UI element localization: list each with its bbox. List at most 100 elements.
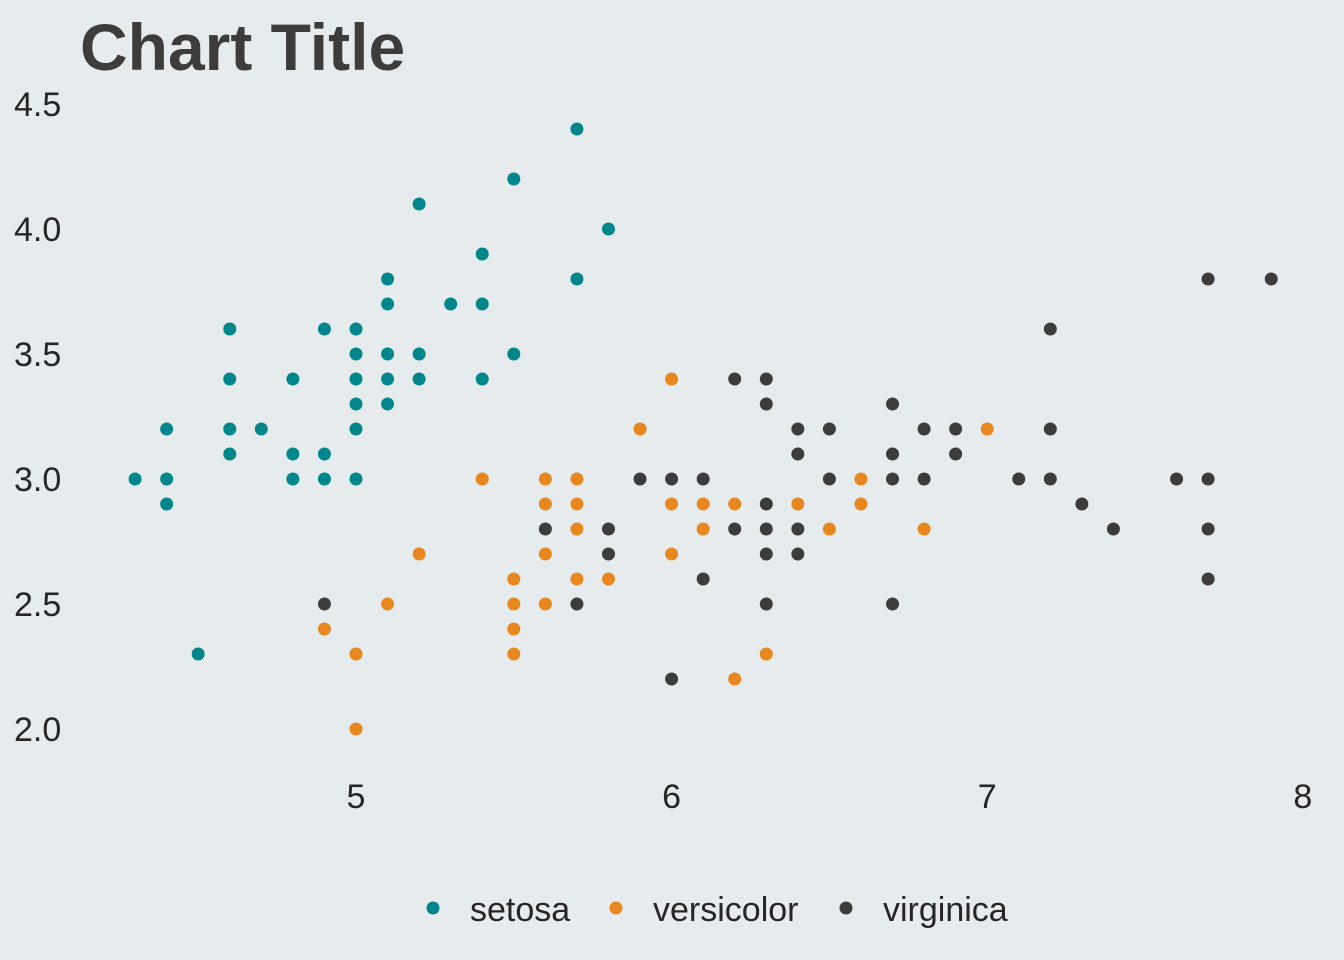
series-versicolor xyxy=(317,372,994,736)
data-point xyxy=(349,422,363,436)
data-point xyxy=(286,372,300,386)
data-point xyxy=(349,397,363,411)
data-point xyxy=(160,422,174,436)
y-tick-label: 2.5 xyxy=(14,586,61,624)
data-point xyxy=(854,472,868,486)
data-point xyxy=(759,497,773,511)
data-point xyxy=(886,397,900,411)
data-point xyxy=(570,522,584,536)
data-point xyxy=(949,447,963,461)
data-point xyxy=(570,272,584,286)
data-point xyxy=(570,597,584,611)
data-point xyxy=(854,497,868,511)
data-point xyxy=(759,547,773,561)
data-point xyxy=(665,672,679,686)
series-setosa xyxy=(128,122,615,661)
data-point xyxy=(475,472,489,486)
data-point xyxy=(381,272,395,286)
x-tick-label: 7 xyxy=(978,778,997,816)
data-point xyxy=(696,572,710,586)
data-point xyxy=(1043,322,1057,336)
data-point xyxy=(317,622,331,636)
data-point xyxy=(949,422,963,436)
data-point xyxy=(886,447,900,461)
data-point xyxy=(665,547,679,561)
legend-label-setosa: setosa xyxy=(470,891,570,929)
data-point xyxy=(507,172,521,186)
data-point xyxy=(601,572,615,586)
data-point xyxy=(349,472,363,486)
data-point xyxy=(791,422,805,436)
data-point xyxy=(822,472,836,486)
data-point xyxy=(475,247,489,261)
y-tick-label: 3.5 xyxy=(14,336,61,374)
y-tick-label: 4.0 xyxy=(14,211,61,249)
data-point xyxy=(791,447,805,461)
data-point xyxy=(1201,522,1215,536)
data-point xyxy=(570,122,584,136)
data-point xyxy=(507,647,521,661)
data-point xyxy=(160,472,174,486)
data-point xyxy=(254,422,268,436)
data-point xyxy=(1201,272,1215,286)
data-point xyxy=(507,597,521,611)
data-point xyxy=(728,522,742,536)
data-point xyxy=(317,322,331,336)
data-point xyxy=(223,372,237,386)
data-point xyxy=(475,297,489,311)
data-point xyxy=(886,472,900,486)
data-point xyxy=(696,472,710,486)
data-point xyxy=(601,222,615,236)
data-point xyxy=(696,497,710,511)
data-point xyxy=(759,372,773,386)
data-point xyxy=(1201,472,1215,486)
data-point xyxy=(791,497,805,511)
data-point xyxy=(349,722,363,736)
data-point xyxy=(791,547,805,561)
data-point xyxy=(412,347,426,361)
legend-marker-virginica xyxy=(839,901,853,915)
data-point xyxy=(160,497,174,511)
data-point xyxy=(538,522,552,536)
y-tick-label: 4.5 xyxy=(14,86,61,124)
data-point xyxy=(349,372,363,386)
data-point xyxy=(633,422,647,436)
data-point xyxy=(286,472,300,486)
data-point xyxy=(822,422,836,436)
data-point xyxy=(759,397,773,411)
legend-label-virginica: virginica xyxy=(883,891,1008,929)
data-point xyxy=(381,397,395,411)
x-tick-label: 8 xyxy=(1293,778,1312,816)
y-tick-label: 3.0 xyxy=(14,461,61,499)
chart-title: Chart Title xyxy=(80,10,405,84)
data-point xyxy=(317,597,331,611)
data-point xyxy=(601,547,615,561)
data-point xyxy=(791,522,805,536)
data-point xyxy=(128,472,142,486)
y-tick-label: 2.0 xyxy=(14,711,61,749)
data-point xyxy=(822,522,836,536)
data-point xyxy=(349,347,363,361)
data-point xyxy=(507,622,521,636)
data-point xyxy=(728,372,742,386)
data-point xyxy=(759,522,773,536)
data-point xyxy=(1170,472,1184,486)
legend-label-versicolor: versicolor xyxy=(653,891,798,929)
data-point xyxy=(917,472,931,486)
data-point xyxy=(349,322,363,336)
data-point xyxy=(538,497,552,511)
data-point xyxy=(1201,572,1215,586)
data-point xyxy=(349,647,363,661)
data-point xyxy=(412,547,426,561)
data-point xyxy=(728,497,742,511)
data-point xyxy=(223,447,237,461)
data-point xyxy=(412,372,426,386)
data-point xyxy=(633,472,647,486)
data-point xyxy=(381,347,395,361)
data-point xyxy=(538,597,552,611)
data-point xyxy=(412,197,426,211)
data-point xyxy=(1075,497,1089,511)
data-point xyxy=(570,572,584,586)
data-point xyxy=(1106,522,1120,536)
